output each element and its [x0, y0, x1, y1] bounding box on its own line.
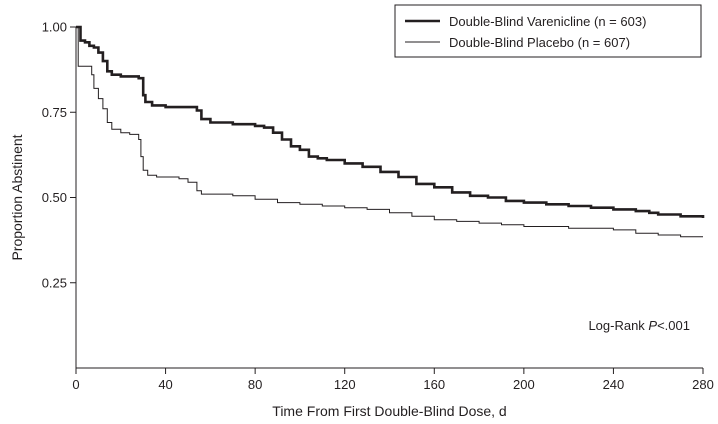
legend-label-varenicline: Double-Blind Varenicline (n = 603) [449, 14, 646, 29]
y-tick-label: 0.50 [42, 190, 67, 205]
y-tick-label: 0.25 [42, 275, 67, 290]
plot-area: 0 40 80 120 160 200 240 280 0.25 0.50 0.75 1.00 [42, 20, 714, 393]
annotation-prefix: Log-Rank [588, 318, 648, 333]
series-layer [76, 27, 703, 237]
x-tick-label: 200 [513, 377, 535, 392]
x-tick-label: 160 [423, 377, 445, 392]
series-line-placebo [76, 27, 703, 237]
x-tick-label: 280 [692, 377, 714, 392]
x-tick-label: 0 [72, 377, 79, 392]
y-axis-ticks: 0.25 0.50 0.75 1.00 [42, 20, 76, 291]
annotation-suffix: <.001 [657, 318, 690, 333]
y-axis-title: Proportion Abstinent [9, 134, 25, 260]
x-tick-label: 40 [158, 377, 172, 392]
legend: Double-Blind Varenicline (n = 603) Doubl… [395, 5, 701, 57]
x-tick-label: 240 [603, 377, 625, 392]
x-axis-title: Time From First Double-Blind Dose, d [272, 403, 506, 419]
y-tick-label: 0.75 [42, 105, 67, 120]
x-tick-label: 80 [248, 377, 262, 392]
x-axis-ticks: 0 40 80 120 160 200 240 280 [72, 368, 713, 392]
legend-label-placebo: Double-Blind Placebo (n = 607) [449, 35, 630, 50]
y-tick-label: 1.00 [42, 20, 67, 35]
log-rank-annotation: Log-Rank P<.001 [588, 318, 690, 333]
x-tick-label: 120 [334, 377, 356, 392]
annotation-p: P [648, 318, 657, 333]
